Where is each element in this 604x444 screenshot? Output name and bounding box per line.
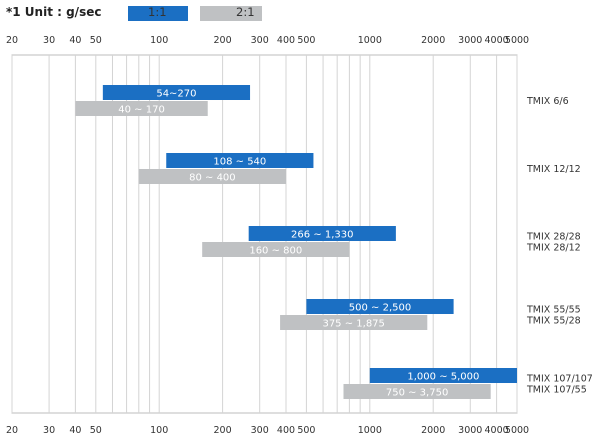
bar-1-1 — [369, 368, 517, 383]
category-label: TMIX 55/28 — [526, 316, 581, 327]
legend: *1 Unit : g/sec 1:1 2:1 — [0, 0, 604, 28]
bar-2-1 — [343, 384, 491, 399]
legend-swatch-1-1 — [128, 6, 188, 21]
x-tick-label-top: 40 — [69, 35, 81, 46]
bar-label-1-1: 54~270 — [156, 89, 196, 100]
x-tick-label-top: 300 — [251, 35, 269, 46]
x-tick-label-bottom: 50 — [90, 425, 102, 436]
legend-swatch-2-1 — [200, 6, 262, 21]
bar-label-1-1: 108 ~ 540 — [213, 157, 266, 168]
category-label: TMIX 107/55 — [526, 385, 587, 396]
x-tick-label-bottom: 200 — [214, 425, 232, 436]
category-label: TMIX 107/107 — [526, 374, 593, 385]
category-label: TMIX 12/12 — [526, 164, 581, 175]
bar-1-1 — [102, 85, 251, 100]
bar-2-1 — [202, 242, 350, 257]
x-tick-label-bottom: 3000 — [458, 425, 482, 436]
legend-label-2-1: 2:1 — [236, 5, 255, 19]
bar-label-2-1: 80 ~ 400 — [189, 173, 236, 184]
legend-label-1-1: 1:1 — [148, 5, 167, 19]
x-tick-label-top: 20 — [6, 35, 18, 46]
x-tick-label-top: 2000 — [421, 35, 445, 46]
x-tick-label-top: 4000 — [484, 35, 508, 46]
category-label: TMIX 6/6 — [526, 96, 569, 107]
x-tick-label-bottom: 5000 — [505, 425, 529, 436]
bar-1-1 — [248, 226, 396, 241]
range-chart: 20 20 30 30 40 40 50 50 100 100 200 200 300 300 400 400… — [6, 35, 593, 436]
x-tick-label-top: 400 — [277, 35, 295, 46]
x-tick-label-top: 50 — [90, 35, 102, 46]
x-tick-label-bottom: 1000 — [358, 425, 382, 436]
bar-2-1 — [280, 315, 428, 330]
x-tick-label-bottom: 30 — [43, 425, 55, 436]
category-label: TMIX 55/55 — [526, 305, 581, 316]
x-tick-label-bottom: 100 — [150, 425, 168, 436]
x-tick-label-bottom: 4000 — [484, 425, 508, 436]
unit-note: *1 Unit : g/sec — [6, 5, 102, 19]
category-label: TMIX 28/28 — [526, 232, 581, 243]
category-label: TMIX 28/12 — [526, 243, 581, 254]
bar-label-2-1: 750 ~ 3,750 — [386, 388, 448, 399]
x-tick-label-bottom: 300 — [251, 425, 269, 436]
bar-label-1-1: 500 ~ 2,500 — [349, 303, 411, 314]
bar-label-1-1: 1,000 ~ 5,000 — [407, 372, 479, 383]
x-tick-label-bottom: 500 — [297, 425, 315, 436]
bar-label-2-1: 375 ~ 1,875 — [322, 319, 384, 330]
x-tick-label-bottom: 400 — [277, 425, 295, 436]
x-tick-label-top: 100 — [150, 35, 168, 46]
bar-2-1 — [138, 169, 286, 184]
x-tick-label-top: 1000 — [358, 35, 382, 46]
bar-2-1 — [75, 101, 208, 116]
x-tick-label-top: 200 — [214, 35, 232, 46]
x-tick-label-top: 5000 — [505, 35, 529, 46]
x-tick-label-top: 3000 — [458, 35, 482, 46]
bar-label-2-1: 160 ~ 800 — [249, 246, 302, 257]
x-tick-label-bottom: 2000 — [421, 425, 445, 436]
x-tick-label-top: 30 — [43, 35, 55, 46]
bar-label-2-1: 40 ~ 170 — [118, 105, 165, 116]
bar-1-1 — [306, 299, 454, 314]
x-tick-label-top: 500 — [297, 35, 315, 46]
bar-1-1 — [166, 153, 314, 168]
bar-label-1-1: 266 ~ 1,330 — [291, 230, 353, 241]
x-tick-label-bottom: 40 — [69, 425, 81, 436]
x-tick-label-bottom: 20 — [6, 425, 18, 436]
